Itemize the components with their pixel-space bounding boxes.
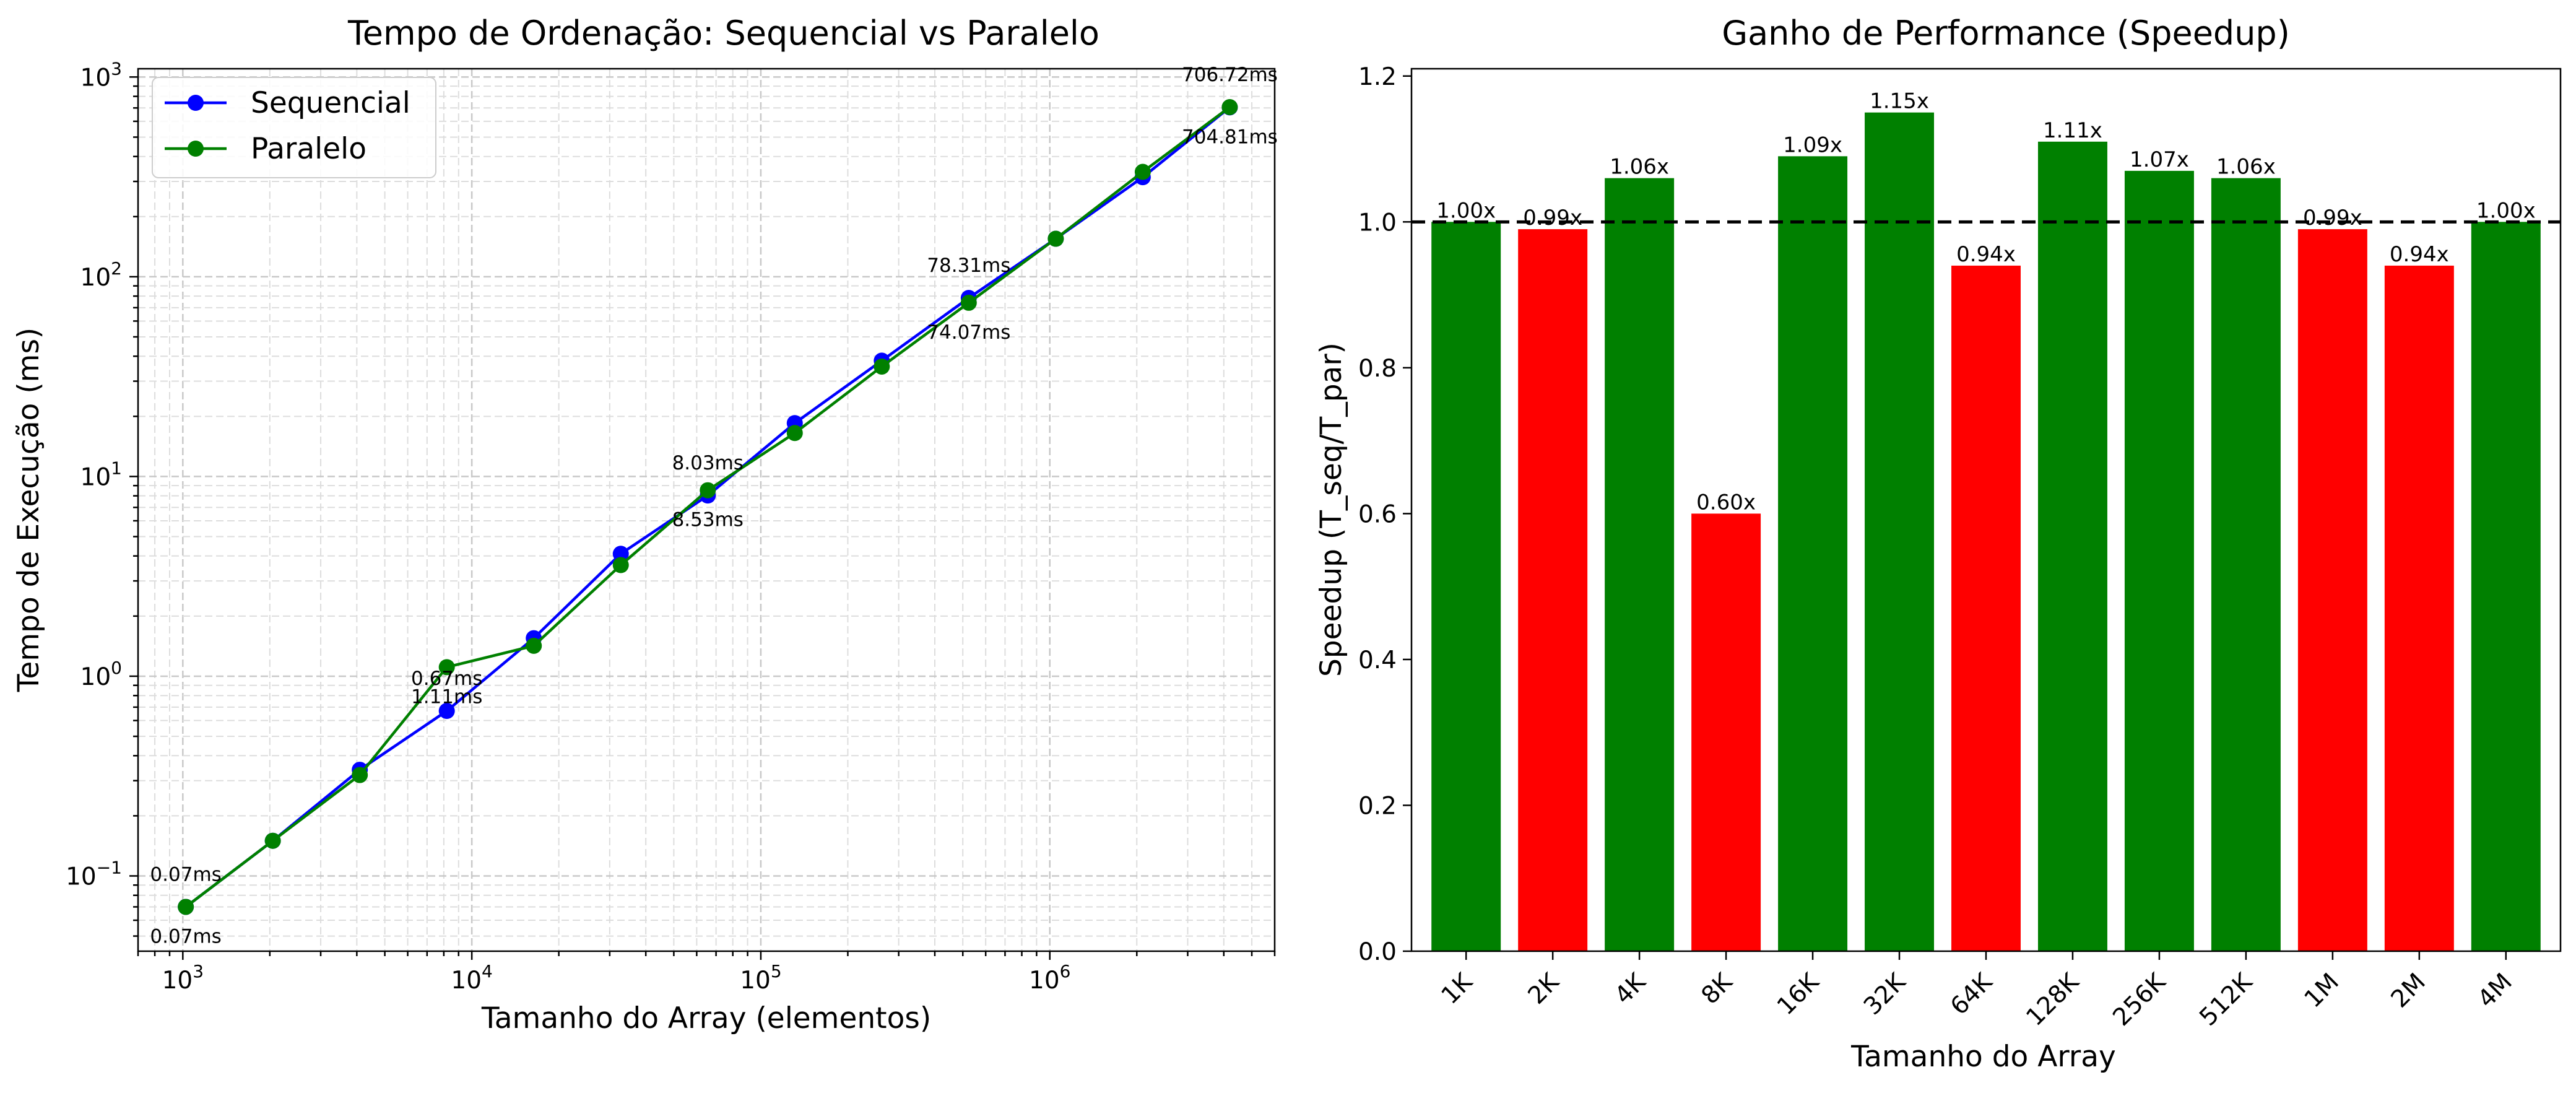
bar-512K bbox=[2211, 178, 2281, 952]
y-tick-label: 0.8 bbox=[1358, 355, 1397, 383]
bar-value-label: 1.06x bbox=[1610, 155, 1669, 180]
y-tick-label: 102 bbox=[80, 258, 122, 292]
right-x-axis-label: Tamanho do Array bbox=[1850, 1040, 2116, 1074]
point-paralelo bbox=[1047, 230, 1064, 247]
y-tick-label: 103 bbox=[80, 58, 122, 92]
point-annotation: 0.07ms bbox=[150, 863, 221, 886]
point-paralelo bbox=[786, 425, 803, 442]
right-bar-labels: 1.00x 0.99x 1.06x 0.60x 1.09x 1.15x 0.94x 1.11x… bbox=[1436, 89, 2535, 515]
y-tick-label: 0.6 bbox=[1358, 500, 1397, 528]
bar-4M bbox=[2471, 222, 2541, 951]
right-y-ticks: 0.0 0.2 0.4 0.6 0.8 1.0 1.2 bbox=[1358, 63, 1412, 966]
point-annotation: 8.53ms bbox=[672, 509, 744, 531]
left-y-ticks: 10−1 100 101 102 103 bbox=[66, 58, 138, 937]
bar-value-label: 1.06x bbox=[2216, 155, 2276, 180]
y-tick-label: 0.0 bbox=[1358, 938, 1397, 966]
x-tick-label: 105 bbox=[740, 961, 781, 995]
point-paralelo bbox=[612, 557, 629, 573]
bar-32K bbox=[1865, 112, 1935, 952]
point-annotation: 1.11ms bbox=[411, 686, 482, 708]
bar-value-label: 0.99x bbox=[1523, 206, 1582, 230]
left-y-axis-label: Tempo de Execução (ms) bbox=[12, 328, 46, 693]
bar-value-label: 0.60x bbox=[1696, 490, 1756, 515]
y-tick-label: 0.2 bbox=[1358, 792, 1397, 820]
x-tick-label: 103 bbox=[162, 961, 204, 995]
legend-marker-sequencial bbox=[188, 95, 204, 111]
y-tick-label: 1.0 bbox=[1358, 209, 1397, 237]
x-tick-label: 106 bbox=[1029, 961, 1070, 995]
point-sequencial bbox=[438, 703, 455, 720]
legend: Sequencial Paralelo bbox=[152, 77, 436, 178]
bar-2M bbox=[2384, 265, 2454, 951]
left-x-axis-label: Tamanho do Array (elementos) bbox=[481, 1001, 931, 1035]
bar-value-label: 1.09x bbox=[1783, 133, 1842, 157]
point-paralelo bbox=[700, 482, 716, 499]
left-plot-frame bbox=[137, 67, 1276, 952]
bar-4K bbox=[1605, 178, 1675, 952]
point-annotation: 704.81ms bbox=[1182, 126, 1278, 148]
point-paralelo bbox=[1134, 163, 1151, 180]
point-annotation: 706.72ms bbox=[1182, 64, 1278, 86]
bar-1M bbox=[2297, 229, 2367, 951]
point-annotation: 0.07ms bbox=[150, 925, 221, 947]
bar-value-label: 1.07x bbox=[2130, 147, 2189, 172]
right-y-axis-label: Speedup (T_seq/T_par) bbox=[1314, 342, 1348, 677]
y-tick-label: 1.2 bbox=[1358, 63, 1397, 91]
bar-256K bbox=[2124, 170, 2194, 952]
point-paralelo bbox=[264, 832, 281, 849]
point-paralelo bbox=[438, 659, 455, 676]
point-annotation: 8.03ms bbox=[672, 452, 744, 474]
bar-2K bbox=[1518, 229, 1588, 951]
bar-value-label: 0.94x bbox=[1956, 242, 2016, 267]
left-chart-title: Tempo de Ordenação: Sequencial vs Parale… bbox=[347, 14, 1099, 53]
bar-value-label: 1.00x bbox=[1436, 198, 1496, 223]
bar-value-label: 0.99x bbox=[2303, 206, 2362, 230]
point-paralelo bbox=[1221, 98, 1238, 115]
right-bars bbox=[1431, 112, 2541, 952]
point-annotation: 0.67ms bbox=[411, 668, 482, 690]
bar-8K bbox=[1691, 513, 1761, 951]
y-tick-label: 100 bbox=[80, 658, 122, 691]
bar-value-label: 0.94x bbox=[2390, 242, 2449, 267]
left-grid bbox=[137, 69, 1275, 951]
point-paralelo bbox=[874, 358, 890, 375]
bar-chart-speedup: Ganho de Performance (Speedup) 1.00x 0.99… bbox=[1314, 14, 2562, 1074]
point-paralelo bbox=[352, 767, 368, 783]
point-annotation: 78.31ms bbox=[927, 255, 1010, 277]
x-tick-label: 104 bbox=[451, 961, 492, 995]
y-tick-label: 0.4 bbox=[1358, 647, 1397, 674]
left-x-ticks: 103 104 105 106 bbox=[137, 951, 1276, 995]
bar-1K bbox=[1431, 222, 1501, 951]
point-paralelo bbox=[960, 294, 977, 311]
left-series-lines bbox=[178, 98, 1238, 915]
point-paralelo bbox=[178, 899, 194, 915]
point-paralelo bbox=[526, 637, 542, 654]
y-tick-label: 10−1 bbox=[66, 857, 122, 891]
line-chart-sort-time: Tempo de Ordenação: Sequencial vs Parale… bbox=[12, 14, 1278, 1035]
bar-value-label: 1.15x bbox=[1870, 89, 1929, 114]
bar-16K bbox=[1778, 156, 1848, 952]
point-annotation: 74.07ms bbox=[927, 321, 1010, 344]
y-tick-label: 101 bbox=[80, 458, 122, 491]
legend-label-sequencial: Sequencial bbox=[251, 86, 410, 120]
bar-value-label: 1.11x bbox=[2043, 118, 2102, 143]
bar-value-label: 1.00x bbox=[2476, 198, 2536, 223]
right-chart-title: Ganho de Performance (Speedup) bbox=[1722, 14, 2290, 53]
legend-label-paralelo: Paralelo bbox=[251, 132, 366, 166]
bar-128K bbox=[2037, 141, 2107, 952]
legend-marker-paralelo bbox=[188, 141, 204, 157]
point-sequencial bbox=[612, 546, 629, 562]
bar-64K bbox=[1951, 265, 2021, 951]
